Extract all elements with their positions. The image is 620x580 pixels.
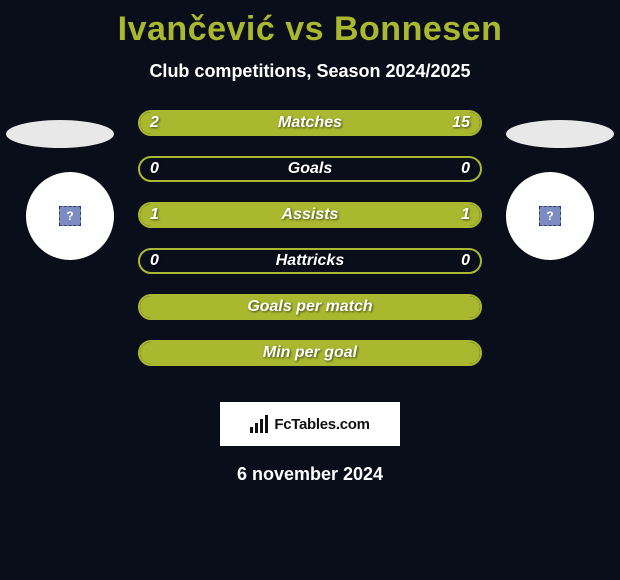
stat-label: Goals (140, 158, 480, 180)
stat-bar-goals-per-match: Goals per match (138, 294, 482, 320)
stat-value-right: 15 (452, 112, 470, 134)
stat-bar-matches: 2 Matches 15 (138, 110, 482, 136)
logo-text: FcTables.com (274, 416, 369, 433)
stat-bar-hattricks: 0 Hattricks 0 (138, 248, 482, 274)
fctables-logo: FcTables.com (220, 402, 400, 446)
club-badge-left (26, 172, 114, 260)
stat-label: Assists (140, 204, 480, 226)
stat-label: Min per goal (140, 342, 480, 364)
stat-bar-min-per-goal: Min per goal (138, 340, 482, 366)
stat-label: Goals per match (140, 296, 480, 318)
stat-value-right: 0 (461, 250, 470, 272)
stat-bar-assists: 1 Assists 1 (138, 202, 482, 228)
club-badge-right (506, 172, 594, 260)
page-subtitle: Club competitions, Season 2024/2025 (149, 61, 470, 82)
stat-value-right: 0 (461, 158, 470, 180)
player-ellipse-right (506, 120, 614, 148)
shield-placeholder-icon (539, 206, 561, 226)
shield-placeholder-icon (59, 206, 81, 226)
stat-bars: 2 Matches 15 0 Goals 0 1 Assists 1 (138, 110, 482, 366)
player-ellipse-left (6, 120, 114, 148)
infographic-container: Ivančević vs Bonnesen Club competitions,… (0, 0, 620, 485)
stat-bar-goals: 0 Goals 0 (138, 156, 482, 182)
stat-value-right: 1 (461, 204, 470, 226)
date-label: 6 november 2024 (237, 464, 383, 485)
logo-bars-icon (250, 415, 268, 433)
stat-label: Matches (140, 112, 480, 134)
stat-label: Hattricks (140, 250, 480, 272)
page-title: Ivančević vs Bonnesen (118, 10, 503, 49)
stats-area: 2 Matches 15 0 Goals 0 1 Assists 1 (0, 110, 620, 400)
